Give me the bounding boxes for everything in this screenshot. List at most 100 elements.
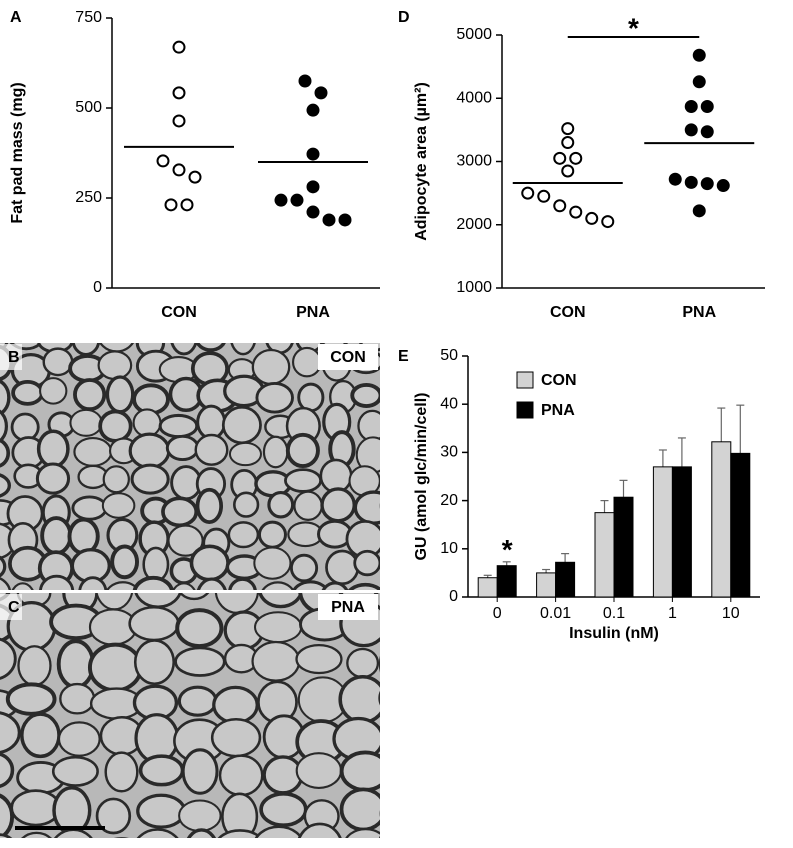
cell	[98, 409, 133, 443]
cell	[221, 405, 262, 445]
cell	[195, 343, 226, 352]
cell	[387, 438, 411, 469]
cell	[217, 829, 263, 838]
image-label: PNA	[331, 599, 365, 616]
cell	[172, 582, 196, 590]
y-tick-label: 30	[440, 444, 458, 461]
cell	[384, 608, 425, 648]
point	[306, 103, 320, 117]
annotation: *	[502, 534, 513, 565]
cell	[11, 379, 44, 406]
cell	[350, 382, 380, 409]
label-box	[318, 594, 378, 620]
point	[668, 172, 682, 186]
point	[521, 186, 535, 200]
point	[314, 86, 328, 100]
point	[716, 179, 730, 193]
cell	[161, 496, 199, 528]
cell	[259, 791, 308, 828]
label-box	[318, 344, 378, 370]
cell	[39, 574, 75, 590]
cell	[378, 690, 380, 706]
cell	[128, 432, 171, 470]
cell	[210, 717, 262, 758]
cell	[251, 348, 291, 386]
point	[700, 125, 714, 139]
panel-label: C	[8, 599, 20, 616]
cell	[295, 644, 343, 675]
y-tick-label: 50	[440, 347, 458, 364]
cell	[386, 728, 419, 756]
point	[172, 86, 186, 100]
cell	[97, 350, 133, 381]
legend-swatch	[516, 371, 534, 389]
point	[569, 151, 583, 165]
cell	[10, 412, 40, 442]
legend-label: CON	[541, 372, 577, 389]
bar	[652, 466, 673, 598]
bar	[555, 561, 576, 598]
cell	[101, 492, 136, 519]
cell	[87, 642, 143, 693]
y-tick-label: 10	[440, 540, 458, 557]
point	[684, 175, 698, 189]
cell	[381, 567, 424, 607]
x-tick-label: 10	[722, 605, 740, 622]
x-tick-label: 0.01	[540, 605, 571, 622]
cell	[267, 491, 295, 519]
cell	[387, 556, 410, 580]
cell	[379, 810, 380, 817]
cell	[295, 752, 343, 789]
cell	[181, 748, 219, 795]
category-label: PNA	[682, 304, 716, 321]
point	[172, 40, 186, 54]
cell	[71, 343, 101, 356]
cell	[289, 553, 319, 583]
cell	[218, 754, 264, 797]
y-tick-label: 0	[449, 588, 458, 605]
point	[553, 199, 567, 213]
cell	[265, 343, 294, 355]
y-tick-label: 5000	[456, 26, 492, 43]
x-tick-label: 1	[668, 605, 677, 622]
point	[172, 114, 186, 128]
cell	[345, 827, 380, 838]
point	[692, 75, 706, 89]
category-label: CON	[550, 304, 586, 321]
cell	[133, 639, 176, 686]
panel-label: B	[8, 349, 20, 366]
point	[338, 213, 352, 227]
point	[322, 213, 336, 227]
bar	[496, 565, 517, 598]
y-axis-label: Adipocyte area (µm²)	[413, 82, 430, 241]
cell	[293, 490, 323, 521]
cell	[186, 828, 217, 838]
cell	[0, 409, 9, 443]
cell	[228, 441, 262, 467]
cell	[57, 721, 101, 757]
cell	[379, 503, 380, 509]
cell	[262, 755, 304, 795]
point	[684, 123, 698, 137]
y-tick-label: 1000	[456, 279, 492, 296]
point	[306, 147, 320, 161]
cell	[165, 434, 200, 462]
bar	[536, 572, 557, 598]
legend-swatch	[516, 401, 534, 419]
label-box	[0, 594, 22, 620]
cell	[291, 346, 322, 378]
point	[180, 198, 194, 212]
point	[306, 205, 320, 219]
cell	[42, 347, 74, 377]
point	[188, 170, 202, 184]
cell	[36, 429, 70, 469]
cell	[0, 793, 15, 838]
point	[298, 74, 312, 88]
cell	[262, 435, 289, 469]
cell	[177, 685, 218, 717]
bar	[730, 452, 751, 598]
cell	[284, 468, 323, 493]
image-label: CON	[330, 349, 366, 366]
cell	[230, 343, 256, 356]
